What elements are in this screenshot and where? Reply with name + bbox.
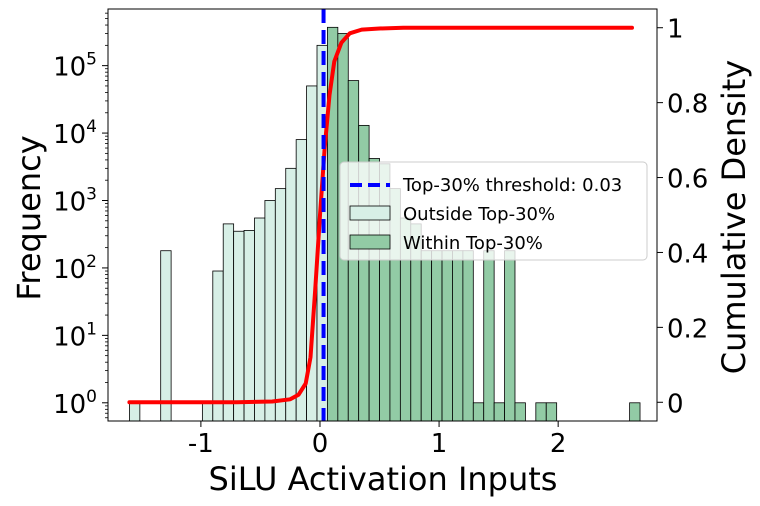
plot-frame xyxy=(107,8,658,422)
right-tick-label: 0.6 xyxy=(667,165,708,195)
x-tick-label: -1 xyxy=(188,429,214,459)
legend-box xyxy=(339,161,648,261)
right-axis-label: Cumulative Density xyxy=(715,60,753,374)
bar-within xyxy=(493,402,505,422)
bar-within xyxy=(483,250,495,422)
bar-within xyxy=(504,250,516,422)
bar-outside xyxy=(285,167,297,422)
bar-outside xyxy=(222,223,235,422)
legend-threshold-label: Top-30% threshold: 0.03 xyxy=(402,175,622,196)
bar-outside xyxy=(160,250,172,422)
right-tick-label: 0.2 xyxy=(667,314,708,344)
legend-outside-swatch xyxy=(349,205,391,221)
bar-within xyxy=(462,250,474,422)
right-tick-label: 0 xyxy=(667,389,684,419)
bar-within xyxy=(629,402,641,422)
x-axis-ticks: -1 0 1 2 xyxy=(188,421,567,459)
legend-within-label: Within Top-30% xyxy=(403,233,543,254)
x-axis-label: SiLU Activation Inputs xyxy=(209,460,558,498)
bar-outside xyxy=(274,188,287,422)
bar-outside xyxy=(254,217,266,422)
x-tick-label: 0 xyxy=(312,429,329,459)
right-tick-label: 1 xyxy=(667,15,684,45)
legend-within-swatch xyxy=(349,234,391,250)
bar-within xyxy=(545,402,558,422)
legend: Top-30% threshold: 0.03 Outside Top-30% … xyxy=(339,161,648,261)
bar-within xyxy=(472,402,485,422)
bar-within xyxy=(452,250,464,422)
bar-outside xyxy=(212,270,224,422)
bar-within xyxy=(431,250,443,422)
bar-outside xyxy=(233,230,245,422)
bar-outside xyxy=(264,200,276,422)
x-tick-label: 1 xyxy=(431,429,448,459)
left-tick-label: 100 xyxy=(53,387,97,420)
left-axis-label: Frequency xyxy=(10,135,48,300)
right-axis-ticks: 0 0.2 0.4 0.6 0.8 1 xyxy=(657,15,708,419)
left-tick-label: 102 xyxy=(53,252,97,285)
x-tick-label: 2 xyxy=(550,429,567,459)
right-tick-label: 0.8 xyxy=(667,90,708,120)
bar-within xyxy=(441,250,453,422)
left-axis-ticks: 100 101 102 103 104 105 xyxy=(53,12,108,420)
bar-outside xyxy=(243,230,255,422)
right-tick-label: 0.4 xyxy=(667,239,708,269)
bar-outside xyxy=(201,402,214,422)
bar-within xyxy=(420,250,433,422)
left-tick-label: 101 xyxy=(53,319,97,352)
bar-within xyxy=(535,402,547,422)
left-tick-label: 104 xyxy=(53,117,97,150)
legend-outside-label: Outside Top-30% xyxy=(403,204,555,225)
left-tick-label: 103 xyxy=(53,185,97,218)
left-tick-label: 105 xyxy=(53,50,97,83)
bar-outside xyxy=(129,402,141,422)
bar-within xyxy=(514,402,526,422)
